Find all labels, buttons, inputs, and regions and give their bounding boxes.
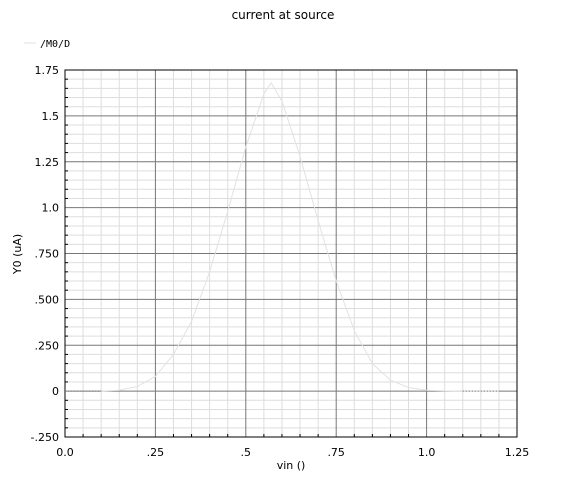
series-line-m0-d — [101, 81, 499, 392]
x-axis-label: vin () — [277, 459, 306, 472]
axis-minor-ticks — [65, 78, 500, 437]
y-tick-label: -.250 — [31, 431, 59, 444]
y-axis-label: Y0 (uA) — [11, 234, 24, 275]
x-tick-label: 0.0 — [56, 446, 74, 459]
x-tick-label: .75 — [327, 446, 345, 459]
x-tick-label: .25 — [147, 446, 165, 459]
x-tick-label: 1.0 — [418, 446, 436, 459]
y-tick-label: .750 — [35, 248, 60, 261]
x-tick-label: .5 — [241, 446, 252, 459]
y-tick-label: 1.75 — [35, 64, 60, 77]
y-tick-label: 1.5 — [42, 110, 60, 123]
y-tick-label: 0 — [52, 385, 59, 398]
x-tick-label: 1.25 — [505, 446, 530, 459]
legend: /M0/D — [24, 39, 70, 50]
plot-frame — [64, 69, 518, 438]
major-grid — [65, 70, 517, 437]
y-tick-label: .500 — [35, 293, 60, 306]
chart-title: current at source — [232, 8, 335, 22]
legend-entry: /M0/D — [40, 39, 70, 50]
y-tick-label: 1.25 — [35, 156, 60, 169]
y-tick-label: .250 — [35, 339, 60, 352]
y-tick-label: 1.0 — [42, 202, 60, 215]
y-axis-tick-labels: -.250 0 .250 .500 .750 1.0 1.25 1.5 1.75 — [31, 64, 59, 444]
x-axis-tick-labels: 0.0 .25 .5 .75 1.0 1.25 — [56, 446, 529, 459]
